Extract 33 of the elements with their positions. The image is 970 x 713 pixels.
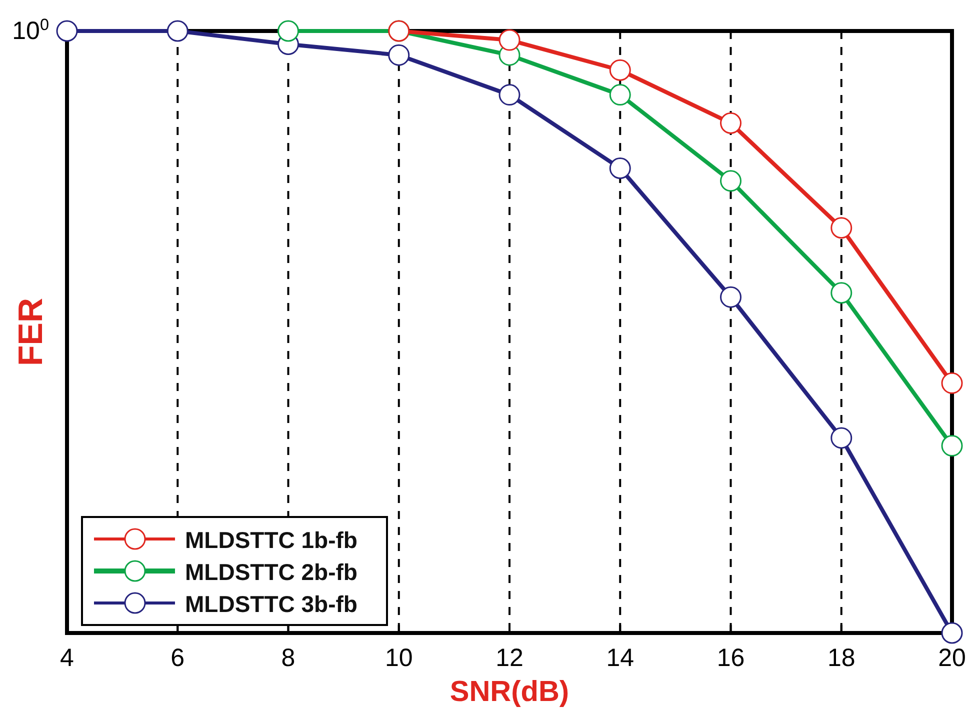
- point: [498, 84, 520, 106]
- point: [278, 20, 299, 42]
- x-tick-label: 16: [716, 644, 745, 672]
- legend-label: MLDSTTC 1b-fb: [185, 527, 358, 553]
- point: [388, 44, 410, 66]
- point: [941, 622, 963, 644]
- x-tick-label: 4: [60, 644, 74, 672]
- point: [720, 170, 742, 192]
- y-axis-title: FER: [12, 298, 50, 366]
- point: [609, 84, 631, 106]
- x-tick-label: 6: [170, 644, 185, 672]
- point: [830, 282, 852, 304]
- x-tick-label: 8: [281, 644, 296, 672]
- point: [720, 286, 742, 308]
- point: [830, 427, 852, 449]
- x-tick-label: 20: [938, 644, 966, 672]
- x-tick-label: 14: [606, 644, 634, 672]
- point: [166, 20, 188, 42]
- x-tick-label: 18: [827, 644, 856, 672]
- legend-label: MLDSTTC 3b-fb: [185, 591, 358, 617]
- x-tick-label: 10: [384, 644, 413, 672]
- point: [830, 217, 852, 239]
- point: [609, 59, 631, 81]
- x-axis-title: SNR(dB): [450, 676, 570, 708]
- legend-label: MLDSTTC 2b-fb: [185, 559, 358, 585]
- point: [56, 20, 78, 42]
- x-tick-label: 12: [496, 644, 524, 672]
- point: [941, 372, 963, 394]
- point: [720, 112, 742, 134]
- point: [609, 158, 631, 180]
- point: [498, 29, 520, 51]
- text: 10$^{0}$: [12, 16, 49, 45]
- point: [941, 435, 963, 457]
